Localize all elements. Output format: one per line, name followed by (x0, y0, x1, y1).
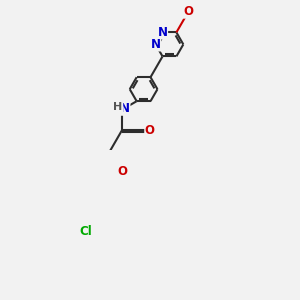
Text: O: O (145, 124, 155, 136)
Text: N: N (158, 26, 167, 39)
Text: O: O (183, 5, 194, 18)
Text: H: H (113, 102, 123, 112)
Text: Cl: Cl (79, 226, 92, 238)
Text: N: N (151, 38, 160, 51)
Text: N: N (120, 102, 130, 115)
Text: O: O (117, 165, 127, 178)
